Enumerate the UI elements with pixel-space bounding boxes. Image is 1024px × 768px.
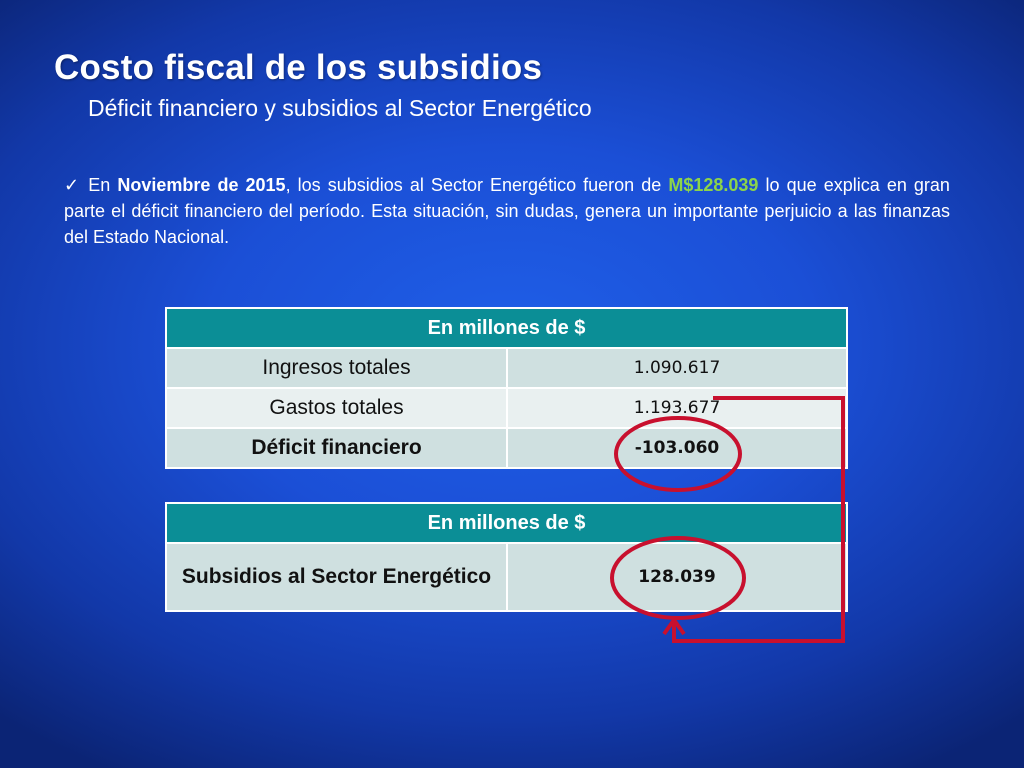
- slide-title: Costo fiscal de los subsidios: [54, 48, 543, 87]
- bullet-date: Noviembre de 2015: [117, 175, 286, 195]
- table-row: Subsidios al Sector Energético 128.039: [165, 542, 848, 612]
- table-row: Gastos totales 1.193.677: [165, 387, 848, 429]
- fiscal-table-header: En millones de $: [165, 307, 848, 349]
- bullet-middle: , los subsidios al Sector Energético fue…: [285, 175, 662, 195]
- row-label-gastos: Gastos totales: [165, 387, 508, 429]
- table-row: Ingresos totales 1.090.617: [165, 347, 848, 389]
- row-label-deficit: Déficit financiero: [165, 427, 508, 469]
- slide-subtitle: Déficit financiero y subsidios al Sector…: [88, 95, 592, 121]
- table-row: Déficit financiero -103.060: [165, 427, 848, 469]
- row-value-deficit: -103.060: [506, 427, 848, 469]
- row-value-gastos: 1.193.677: [506, 387, 848, 429]
- bullet-amount: M$128.039: [668, 175, 759, 195]
- bullet-rest: lo que explica en gran parte el déficit …: [64, 175, 950, 247]
- row-label-ingresos: Ingresos totales: [165, 347, 508, 389]
- row-label-subsidios: Subsidios al Sector Energético: [165, 542, 508, 612]
- subsidies-table: En millones de $ Subsidios al Sector Ene…: [165, 502, 848, 612]
- fiscal-table: En millones de $ Ingresos totales 1.090.…: [165, 307, 848, 469]
- bullet-intro: En: [88, 175, 111, 195]
- subsidies-table-header: En millones de $: [165, 502, 848, 544]
- check-icon: ✓: [64, 175, 82, 195]
- row-value-subsidios: 128.039: [506, 542, 848, 612]
- bullet-paragraph: ✓ En Noviembre de 2015, los subsidios al…: [64, 172, 950, 250]
- arrow-head-icon: [662, 616, 686, 636]
- row-value-ingresos: 1.090.617: [506, 347, 848, 389]
